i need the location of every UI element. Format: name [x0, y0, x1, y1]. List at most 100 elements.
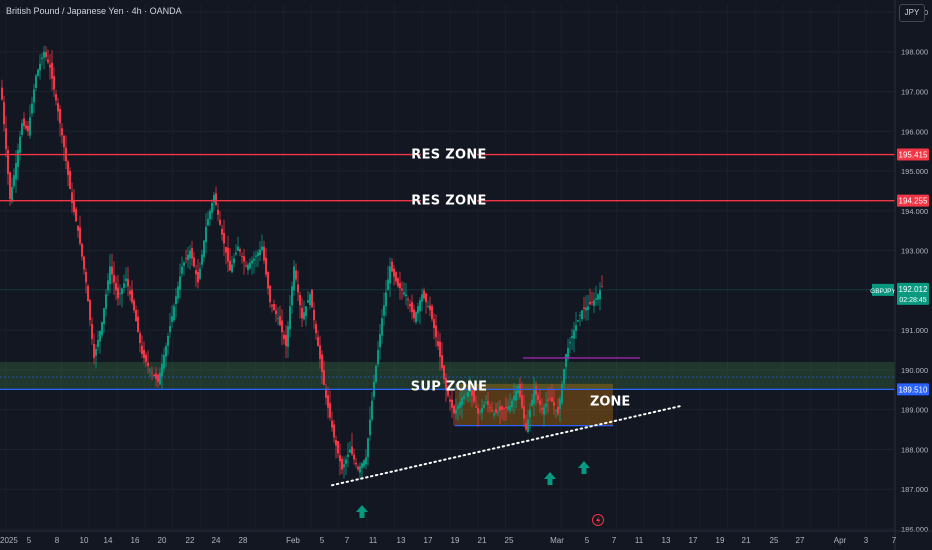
candle-body — [169, 326, 171, 333]
time-tick-label: 24 — [212, 536, 221, 545]
candle-body — [377, 350, 379, 365]
candle-body — [457, 405, 459, 410]
symbol-label-box — [872, 283, 894, 296]
candle-body — [117, 287, 119, 299]
candle-body — [309, 294, 311, 306]
candle-body — [253, 258, 255, 261]
candle-body — [45, 52, 47, 58]
candle-body — [573, 330, 575, 339]
candle-body — [571, 336, 573, 339]
candle-body — [273, 304, 275, 311]
candle-body — [503, 407, 505, 409]
candle-body — [121, 288, 123, 294]
candle-body — [143, 349, 145, 358]
candle-body — [455, 409, 457, 414]
candle-body — [127, 278, 129, 287]
candle-body — [153, 374, 155, 376]
candle-body — [219, 219, 221, 225]
candle-body — [303, 312, 305, 320]
time-tick-label: 2025 — [0, 536, 18, 545]
candle-body — [473, 391, 475, 402]
candle-body — [257, 252, 259, 256]
up-arrow-3 — [578, 461, 590, 474]
line-label: SUP ZONE — [411, 379, 488, 394]
candle-body — [577, 320, 579, 322]
candle-body — [251, 260, 253, 264]
candle-body — [297, 284, 299, 293]
candle-body — [475, 406, 477, 408]
candle-body — [145, 354, 147, 362]
time-tick-label: 11 — [635, 536, 644, 545]
candle-body — [487, 401, 489, 405]
candle-body — [419, 300, 421, 312]
candle-body — [199, 268, 201, 279]
candle-body — [563, 368, 565, 384]
time-tick-label: 16 — [131, 536, 140, 545]
up-arrow-1 — [356, 505, 368, 518]
price-tick-label: 191.000 — [901, 326, 928, 335]
candle-body — [425, 293, 427, 303]
candle-body — [93, 343, 95, 358]
candle-body — [535, 386, 537, 395]
price-label: 195.415 — [899, 151, 928, 160]
time-tick-label: 5 — [585, 536, 590, 545]
candle-body — [211, 202, 213, 213]
candle-body — [491, 410, 493, 411]
candle-body — [285, 335, 287, 347]
candle-body — [581, 310, 583, 320]
candle-body — [109, 266, 111, 285]
candle-body — [513, 395, 515, 401]
candle-body — [129, 290, 131, 295]
candle-body — [27, 125, 29, 132]
candle-body — [371, 400, 373, 420]
candle-body — [589, 302, 591, 305]
candle-body — [441, 355, 443, 368]
price-label: 194.255 — [899, 197, 928, 206]
time-tick-label: 7 — [892, 536, 897, 545]
candle-body — [85, 272, 87, 283]
candle-body — [111, 266, 113, 275]
currency-button[interactable]: JPY — [899, 4, 925, 22]
candle-body — [545, 403, 547, 407]
time-tick-label: 25 — [770, 536, 779, 545]
candle-body — [91, 324, 93, 340]
candle-body — [549, 397, 551, 399]
candle-body — [161, 363, 163, 377]
candle-body — [105, 294, 107, 309]
time-tick-label: Apr — [834, 536, 847, 545]
candle-body — [481, 407, 483, 413]
candle-body — [401, 288, 403, 291]
price-axis[interactable]: 195.415 194.255 189.510 GBPJPY 192.012 02:28:… — [870, 0, 929, 550]
candle-body — [191, 248, 193, 259]
line-label: RES ZONE — [411, 194, 486, 209]
candle-body — [397, 278, 399, 287]
candle-body — [43, 51, 45, 58]
candle-body — [421, 294, 423, 302]
candle-body — [15, 163, 17, 180]
candle-body — [387, 279, 389, 291]
candle-body — [245, 265, 247, 267]
candle-body — [341, 458, 343, 470]
time-axis[interactable]: 2025 5 8 10 14 16 20 22 24 28 Feb 5 7 11 13 17 19 21 25 Mar… — [0, 530, 932, 545]
candle-body — [555, 409, 557, 411]
time-tick-label: 19 — [451, 536, 460, 545]
candle-body — [195, 270, 197, 275]
candle-body — [51, 62, 53, 79]
support-band — [0, 361, 895, 390]
candle-body — [393, 268, 395, 277]
candle-body — [499, 406, 501, 411]
candle-body — [325, 388, 327, 398]
candle-body — [543, 406, 545, 415]
candle-body — [365, 457, 367, 465]
candle-body — [291, 286, 293, 306]
candle-body — [81, 243, 83, 257]
time-tick-label: 10 — [80, 536, 89, 545]
candle-body — [389, 266, 391, 284]
candle-body — [47, 59, 49, 63]
candle-body — [3, 102, 5, 125]
candle-body — [495, 409, 497, 413]
candle-body — [417, 306, 419, 314]
price-tick-label: 187.000 — [901, 485, 928, 494]
